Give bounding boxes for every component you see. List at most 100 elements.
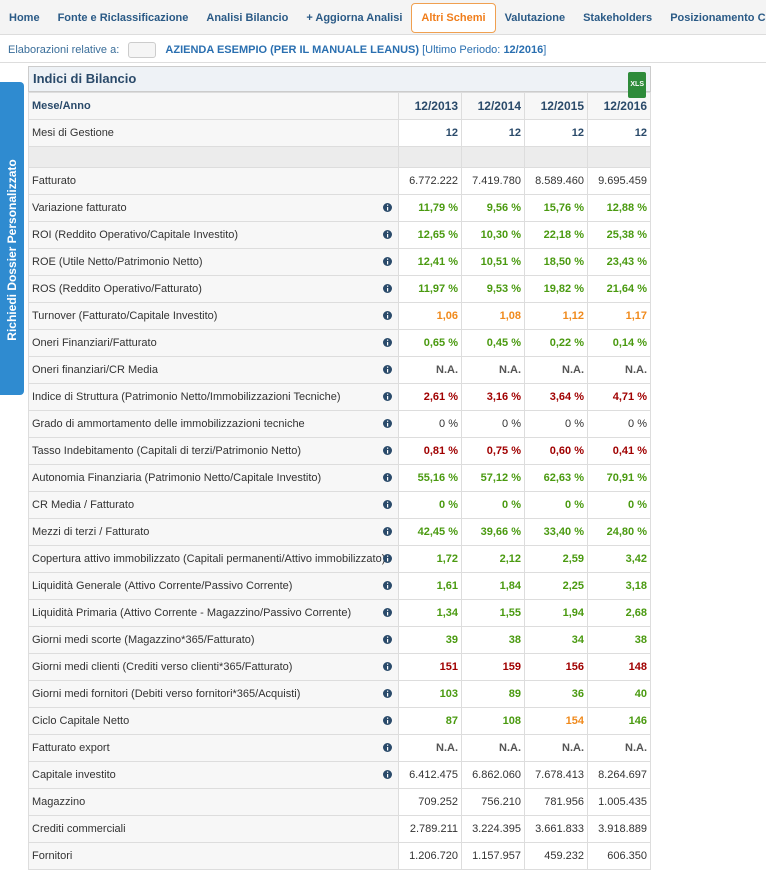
value-cell: 4,71 %: [587, 383, 651, 411]
nav-item[interactable]: Valutazione: [504, 12, 566, 24]
info-icon[interactable]: [383, 554, 392, 563]
value-cell: 7.678.413: [524, 761, 588, 789]
nav-item[interactable]: Stakeholders: [583, 12, 653, 24]
value-cell: 38: [587, 626, 651, 654]
subheader: Elaborazioni relative a: AZIENDA ESEMPIO…: [0, 38, 766, 63]
info-icon[interactable]: [383, 203, 392, 212]
row-label-text: Indice di Struttura (Patrimonio Netto/Im…: [32, 391, 341, 403]
row-label: Magazzino: [28, 788, 399, 816]
row-label-text: Giorni medi fornitori (Debiti verso forn…: [32, 688, 301, 700]
value-cell: 459.232: [524, 842, 588, 870]
info-icon[interactable]: [383, 419, 392, 428]
value-cell: 3.661.833: [524, 815, 588, 843]
side-tab-label[interactable]: Richiedi Dossier Personalizzato: [5, 159, 19, 341]
row-label-text: Autonomia Finanziaria (Patrimonio Netto/…: [32, 472, 322, 484]
spacer-cell: [524, 146, 588, 168]
value-cell: 34: [524, 626, 588, 654]
period-header: 12/2014: [461, 92, 525, 120]
row-label: Tasso Indebitamento (Capitali di terzi/P…: [28, 437, 399, 465]
table-row: Liquidità Primaria (Attivo Corrente - Ma…: [28, 599, 651, 627]
info-icon[interactable]: [383, 689, 392, 698]
value-cell: 89: [461, 680, 525, 708]
nav-item[interactable]: Fonte e Riclassificazione: [57, 12, 189, 24]
nav-item[interactable]: Home: [9, 12, 40, 24]
spacer-cell: [28, 146, 399, 168]
info-icon[interactable]: [383, 311, 392, 320]
value-cell: 1,61: [398, 572, 462, 600]
table-row: Fornitori 1.206.720 1.157.957 459.232 606.35…: [28, 842, 651, 870]
info-icon[interactable]: [383, 608, 392, 617]
value-cell: N.A.: [524, 734, 588, 762]
row-label: Fatturato: [28, 167, 399, 195]
spacer-cell: [461, 146, 525, 168]
info-icon[interactable]: [383, 635, 392, 644]
info-icon[interactable]: [383, 338, 392, 347]
info-icon[interactable]: [383, 770, 392, 779]
settings-button[interactable]: [128, 42, 157, 59]
panel: Indici di Bilancio XLS Mese/Anno 12/2013 12…: [28, 66, 651, 870]
value-cell: 1,55: [461, 599, 525, 627]
value-cell: 62,63 %: [524, 464, 588, 492]
value-cell: 0 %: [461, 410, 525, 438]
info-icon[interactable]: [383, 743, 392, 752]
row-label-text: Crediti commerciali: [32, 823, 126, 835]
row-label: Giorni medi scorte (Magazzino*365/Fattur…: [28, 626, 399, 654]
info-icon[interactable]: [383, 527, 392, 536]
nav-bar: Home Fonte e Riclassificazione Analisi Bil…: [0, 0, 766, 35]
row-label-text: ROS (Reddito Operativo/Fatturato): [32, 283, 202, 295]
info-icon[interactable]: [383, 473, 392, 482]
table-row: Magazzino 709.252 756.210 781.956 1.005.435: [28, 788, 651, 816]
value-cell: 11,79 %: [398, 194, 462, 222]
value-cell: 7.419.780: [461, 167, 525, 195]
table-row: ROS (Reddito Operativo/Fatturato) 11,97 %…: [28, 275, 651, 303]
nav-item[interactable]: Altri Schemi: [411, 3, 496, 33]
value-cell: 0,65 %: [398, 329, 462, 357]
company-name[interactable]: AZIENDA ESEMPIO (PER IL MANUALE LEANUS): [165, 44, 420, 56]
row-label: Autonomia Finanziaria (Patrimonio Netto/…: [28, 464, 399, 492]
table-row: Giorni medi scorte (Magazzino*365/Fattur…: [28, 626, 651, 654]
value-cell: 0,81 %: [398, 437, 462, 465]
info-icon[interactable]: [383, 230, 392, 239]
value-cell: 10,30 %: [461, 221, 525, 249]
row-label: Variazione fatturato: [28, 194, 399, 222]
row-label-text: Liquidità Primaria (Attivo Corrente - Ma…: [32, 607, 352, 619]
table-row: Fatturato 6.772.222 7.419.780 8.589.460 9.69…: [28, 167, 651, 195]
value-cell: 154: [524, 707, 588, 735]
value-cell: 3,42: [587, 545, 651, 573]
value-cell: 2.789.211: [398, 815, 462, 843]
export-button[interactable]: XLS: [628, 72, 646, 98]
info-icon[interactable]: [383, 392, 392, 401]
info-icon[interactable]: [383, 365, 392, 374]
value-cell: 2,59: [524, 545, 588, 573]
info-icon[interactable]: [383, 662, 392, 671]
info-icon[interactable]: [383, 716, 392, 725]
row-label-text: Mesi di Gestione: [32, 127, 114, 139]
info-icon[interactable]: [383, 500, 392, 509]
row-label-text: Liquidità Generale (Attivo Corrente/Pass…: [32, 580, 293, 592]
value-cell: 18,50 %: [524, 248, 588, 276]
value-cell: 0,75 %: [461, 437, 525, 465]
value-cell: 2,68: [587, 599, 651, 627]
spacer-cell: [398, 146, 462, 168]
nav-item[interactable]: Analisi Bilancio: [206, 12, 289, 24]
info-icon[interactable]: [383, 446, 392, 455]
value-cell: 2,25: [524, 572, 588, 600]
info-icon[interactable]: [383, 284, 392, 293]
row-label: CR Media / Fatturato: [28, 491, 399, 519]
table-row: Mesi di Gestione 12 12 12 12: [28, 119, 651, 147]
value-cell: 146: [587, 707, 651, 735]
info-icon[interactable]: [383, 581, 392, 590]
value-cell: 6.772.222: [398, 167, 462, 195]
info-icon[interactable]: [383, 257, 392, 266]
nav-item[interactable]: Posizionamento Competitivo: [670, 12, 766, 24]
row-label: ROS (Reddito Operativo/Fatturato): [28, 275, 399, 303]
value-cell: 10,51 %: [461, 248, 525, 276]
row-label: Fatturato export: [28, 734, 399, 762]
table-row: Tasso Indebitamento (Capitali di terzi/P…: [28, 437, 651, 465]
table-row: Fatturato export N.A. N.A. N.A. N.A.: [28, 734, 651, 762]
row-label: Liquidità Primaria (Attivo Corrente - Ma…: [28, 599, 399, 627]
side-tab[interactable]: Richiedi Dossier Personalizzato: [0, 82, 24, 395]
value-cell: 108: [461, 707, 525, 735]
nav-item[interactable]: + Aggiorna Analisi: [306, 12, 403, 24]
period-end: ]: [543, 44, 547, 56]
